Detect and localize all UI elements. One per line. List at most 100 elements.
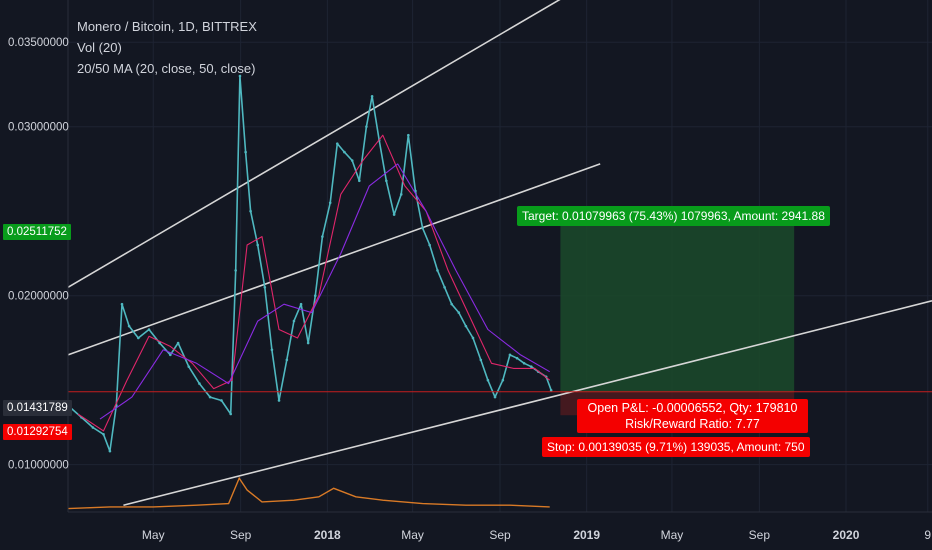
price-point-7 xyxy=(127,324,131,328)
price-point-50 xyxy=(457,311,461,314)
price-point-27 xyxy=(292,319,296,323)
x-tick-label-5: 2019 xyxy=(573,528,600,542)
trendline-1 xyxy=(67,163,601,356)
x-tick-label-1: Sep xyxy=(230,528,252,542)
price-point-15 xyxy=(208,395,212,399)
price-point-53 xyxy=(479,358,483,362)
price-point-16 xyxy=(220,399,223,402)
price-point-52 xyxy=(471,336,475,340)
x-axis-panel xyxy=(68,512,932,550)
y-tick-label-1: 0.03000000 xyxy=(8,122,69,134)
price-point-2 xyxy=(91,426,95,429)
price-point-23 xyxy=(263,285,267,289)
target-price-tag: 0.02511752 xyxy=(3,224,71,240)
price-point-54 xyxy=(486,378,490,382)
price-point-47 xyxy=(436,269,439,272)
risk-reward-label: Risk/Reward Ratio: 7.77 xyxy=(625,417,760,431)
price-point-4 xyxy=(108,449,112,453)
target-label[interactable]: Target: 0.01079963 (75.43%) 1079963, Amo… xyxy=(517,206,830,226)
y-tick-label-2: 0.02000000 xyxy=(8,291,69,303)
price-point-26 xyxy=(285,358,289,362)
price-point-58 xyxy=(515,356,519,360)
price-point-36 xyxy=(358,179,361,183)
position-zones xyxy=(560,209,795,416)
price-point-43 xyxy=(407,133,410,137)
price-point-22 xyxy=(256,243,260,247)
price-point-37 xyxy=(365,125,368,129)
trendlines[interactable] xyxy=(67,0,932,507)
pnl-box[interactable]: Open P&L: -0.00006552, Qty: 179810 Risk/… xyxy=(577,399,808,433)
price-point-21 xyxy=(249,209,252,213)
price-point-49 xyxy=(450,302,453,306)
trendline-2 xyxy=(123,300,932,507)
legend-ma: 20/50 MA (20, close, 50, close) xyxy=(77,61,256,76)
price-point-57 xyxy=(508,353,512,357)
price-point-10 xyxy=(158,341,161,345)
y-axis: 0.03500000 0.03000000 0.02000000 0.01000000 xyxy=(0,0,69,550)
price-point-48 xyxy=(443,285,446,289)
y-tick-label-0: 0.03500000 xyxy=(8,37,69,49)
price-point-31 xyxy=(321,235,324,238)
x-tick-label-8: 2020 xyxy=(833,528,860,542)
current-price-tag: 0.01431789 xyxy=(3,400,72,416)
price-point-34 xyxy=(343,150,346,154)
volume-series xyxy=(67,476,550,510)
price-point-59 xyxy=(522,362,526,365)
x-tick-label-9: 9 xyxy=(924,528,931,542)
stop-label[interactable]: Stop: 0.00139035 (9.71%) 139035, Amount:… xyxy=(542,437,810,457)
price-point-46 xyxy=(428,243,431,247)
price-point-60 xyxy=(529,365,533,368)
price-point-55 xyxy=(493,395,497,399)
price-point-45 xyxy=(421,226,424,230)
price-point-38 xyxy=(370,95,374,98)
price-point-41 xyxy=(392,213,396,216)
price-point-11 xyxy=(169,353,172,357)
price-point-25 xyxy=(277,399,281,402)
price-point-32 xyxy=(328,201,332,205)
price-point-12 xyxy=(176,341,180,345)
price-point-40 xyxy=(385,179,388,183)
volume-line xyxy=(67,476,550,510)
price-point-19 xyxy=(238,74,242,78)
price-point-28 xyxy=(299,302,303,306)
price-point-24 xyxy=(270,348,274,352)
price-point-3 xyxy=(102,432,105,436)
series-line-0 xyxy=(67,75,552,453)
x-tick-label-2: 2018 xyxy=(314,528,341,542)
price-point-6 xyxy=(120,302,124,306)
price-point-9 xyxy=(147,328,151,331)
x-tick-label-3: May xyxy=(401,528,424,542)
price-point-14 xyxy=(198,382,201,385)
series-line-2 xyxy=(99,163,550,420)
price-point-56 xyxy=(501,378,505,382)
price-point-20 xyxy=(244,150,247,154)
price-point-8 xyxy=(137,336,140,340)
chart-legend: Monero / Bitcoin, 1D, BITTREX Vol (20) 2… xyxy=(77,16,257,79)
price-point-30 xyxy=(313,294,317,298)
price-point-17 xyxy=(229,412,233,416)
price-point-63 xyxy=(549,389,553,392)
price-point-35 xyxy=(350,159,354,162)
x-tick-label-7: Sep xyxy=(749,528,771,542)
price-point-18 xyxy=(234,269,237,272)
y-tick-label-3: 0.01000000 xyxy=(8,460,69,472)
trendline-0 xyxy=(67,0,561,288)
legend-title: Monero / Bitcoin, 1D, BITTREX xyxy=(77,19,257,34)
series-line-1 xyxy=(77,134,551,432)
price-point-51 xyxy=(464,324,468,328)
stop-price-tag: 0.01292754 xyxy=(3,424,72,440)
price-point-33 xyxy=(335,142,339,145)
pnl-label: Open P&L: -0.00006552, Qty: 179810 xyxy=(587,401,798,415)
x-tick-label-4: Sep xyxy=(489,528,511,542)
price-point-42 xyxy=(399,193,403,196)
x-tick-label-6: May xyxy=(661,528,684,542)
price-series xyxy=(66,74,553,453)
price-point-13 xyxy=(187,365,191,368)
legend-volume: Vol (20) xyxy=(77,40,122,55)
x-tick-label-0: May xyxy=(142,528,165,542)
price-point-29 xyxy=(306,341,310,345)
x-axis: May Sep 2018 May Sep 2019 May Sep 2020 9 xyxy=(68,511,932,550)
target-zone xyxy=(560,209,795,392)
y-axis-panel xyxy=(0,0,68,550)
